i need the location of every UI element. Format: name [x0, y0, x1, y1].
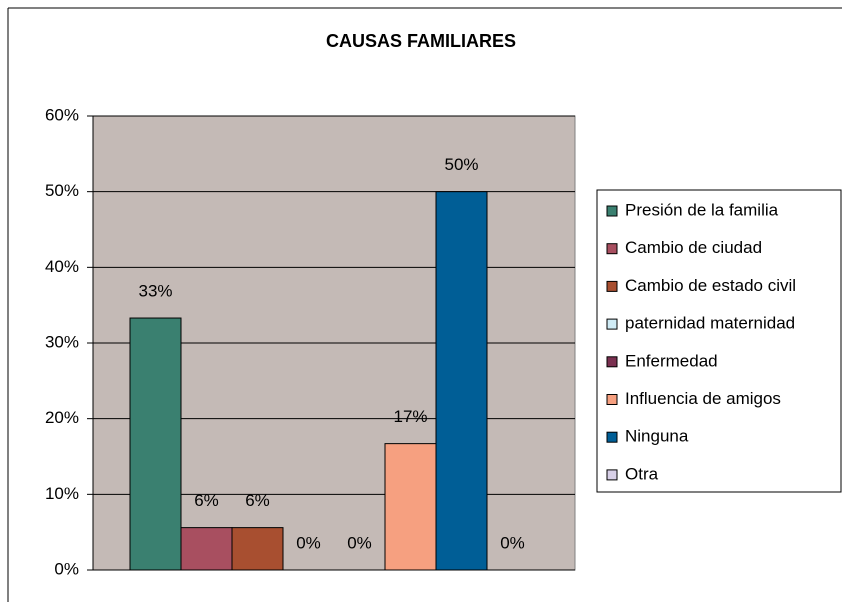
- legend-label: Cambio de estado civil: [625, 276, 796, 295]
- legend-label: Enfermedad: [625, 351, 718, 370]
- y-tick-label: 50%: [45, 181, 79, 200]
- bar: [180, 527, 233, 571]
- legend-swatch: [606, 394, 618, 405]
- value-label: 6%: [194, 491, 219, 510]
- legend-swatch: [606, 356, 618, 368]
- legend-swatch: [606, 469, 618, 481]
- legend-label: paternidad maternidad: [625, 314, 795, 333]
- legend-swatch: [606, 280, 618, 292]
- y-tick-label: 60%: [45, 105, 79, 124]
- legend-label: Ninguna: [625, 427, 689, 446]
- legend-swatch: [606, 243, 618, 255]
- bar: [435, 191, 488, 571]
- legend-label: Otra: [625, 464, 659, 483]
- chart-title: CAUSAS FAMILIARES: [326, 31, 516, 51]
- y-tick-label: 10%: [45, 484, 79, 503]
- value-label: 0%: [296, 533, 321, 552]
- legend-swatch: [606, 318, 618, 330]
- legend-label: Presión de la familia: [625, 200, 779, 219]
- value-label: 33%: [138, 282, 172, 301]
- y-tick-label: 20%: [45, 408, 79, 427]
- legend: [596, 189, 842, 493]
- legend-swatch: [606, 205, 618, 217]
- value-label: 17%: [393, 407, 427, 426]
- legend-swatch: [606, 431, 618, 443]
- legend-label: Influencia de amigos: [625, 389, 781, 408]
- y-tick-label: 40%: [45, 257, 79, 276]
- y-tick-label: 0%: [54, 559, 79, 578]
- bar: [231, 527, 284, 571]
- value-label: 6%: [245, 491, 270, 510]
- value-label: 0%: [500, 533, 525, 552]
- value-label: 0%: [347, 533, 372, 552]
- value-label: 50%: [444, 155, 478, 174]
- bar: [129, 317, 182, 571]
- y-tick-label: 30%: [45, 332, 79, 351]
- legend-label: Cambio de ciudad: [625, 238, 762, 257]
- bar: [384, 443, 437, 571]
